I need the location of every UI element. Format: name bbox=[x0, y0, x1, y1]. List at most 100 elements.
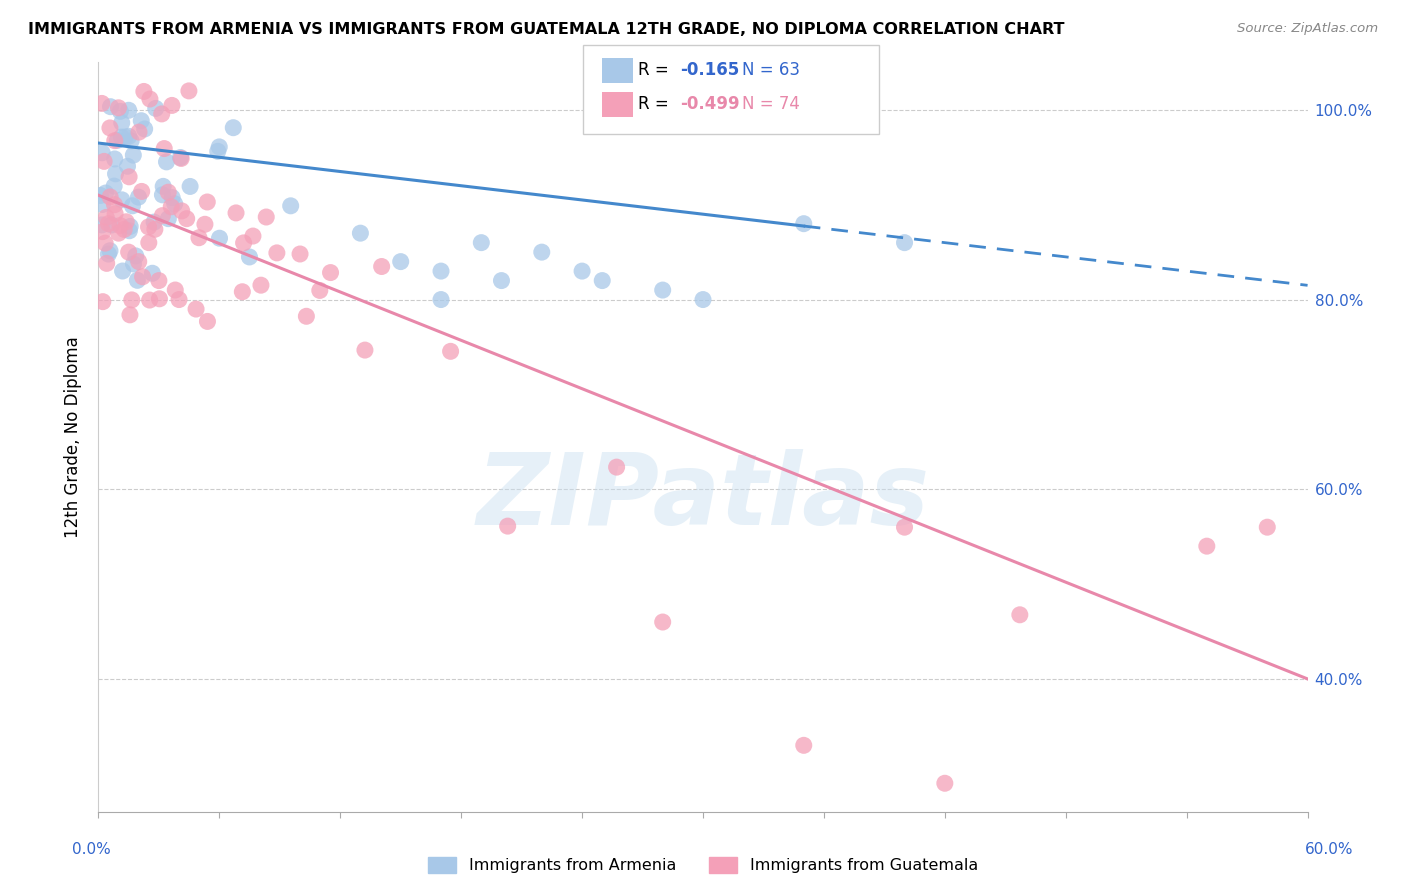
Point bbox=[118, 245, 141, 260]
Point bbox=[94, 236, 117, 251]
Point bbox=[91, 225, 114, 239]
Point bbox=[165, 283, 187, 297]
Point bbox=[150, 209, 173, 223]
Point bbox=[1256, 520, 1278, 534]
Point bbox=[96, 211, 118, 225]
Point bbox=[163, 196, 186, 211]
Point bbox=[97, 247, 120, 261]
Point bbox=[208, 231, 231, 245]
Point bbox=[127, 190, 149, 204]
Text: ZIPatlas: ZIPatlas bbox=[477, 449, 929, 546]
Point bbox=[127, 273, 149, 287]
Point bbox=[188, 231, 211, 245]
Point bbox=[207, 145, 229, 159]
Point bbox=[131, 269, 153, 284]
Point bbox=[120, 219, 142, 234]
Point bbox=[153, 142, 176, 156]
Point bbox=[184, 301, 207, 316]
Point bbox=[692, 293, 714, 307]
Point bbox=[117, 159, 139, 173]
Point bbox=[430, 264, 453, 278]
Point bbox=[110, 104, 132, 119]
Point bbox=[197, 314, 219, 328]
Point bbox=[491, 274, 513, 288]
Point bbox=[134, 122, 156, 136]
Point bbox=[145, 102, 167, 116]
Point bbox=[98, 190, 121, 204]
Point bbox=[288, 247, 311, 261]
Point bbox=[104, 207, 127, 221]
Point bbox=[91, 294, 114, 309]
Point bbox=[354, 343, 377, 357]
Text: N = 74: N = 74 bbox=[742, 95, 800, 113]
Point bbox=[591, 274, 613, 288]
Point bbox=[155, 154, 177, 169]
Point bbox=[160, 98, 183, 112]
Point bbox=[107, 133, 129, 147]
Point bbox=[254, 210, 277, 224]
Point bbox=[225, 206, 247, 220]
Point bbox=[370, 260, 392, 274]
Point bbox=[170, 203, 193, 218]
Text: -0.499: -0.499 bbox=[681, 95, 740, 113]
Point bbox=[138, 293, 160, 307]
Point bbox=[128, 254, 150, 268]
Legend: Immigrants from Armenia, Immigrants from Guatemala: Immigrants from Armenia, Immigrants from… bbox=[422, 850, 984, 880]
Point bbox=[141, 266, 163, 280]
Point bbox=[97, 217, 120, 231]
Point bbox=[295, 310, 318, 324]
Point bbox=[104, 134, 127, 148]
Text: R =: R = bbox=[638, 95, 675, 113]
Point bbox=[110, 130, 132, 145]
Point bbox=[131, 185, 153, 199]
Point bbox=[176, 211, 198, 226]
Point bbox=[651, 283, 673, 297]
Point bbox=[148, 292, 170, 306]
Point bbox=[319, 266, 342, 280]
Point bbox=[571, 264, 593, 278]
Point bbox=[111, 116, 134, 130]
Point bbox=[143, 215, 166, 229]
Point bbox=[118, 308, 141, 322]
Point bbox=[118, 129, 141, 144]
Point bbox=[195, 194, 218, 209]
Point bbox=[125, 249, 148, 263]
Point bbox=[231, 285, 253, 299]
Point bbox=[242, 229, 264, 244]
Point bbox=[170, 152, 193, 166]
Point bbox=[122, 257, 145, 271]
Point bbox=[100, 100, 122, 114]
Point bbox=[152, 179, 174, 194]
Point bbox=[232, 235, 254, 250]
Point bbox=[104, 152, 127, 166]
Point bbox=[349, 226, 371, 240]
Point bbox=[107, 101, 129, 115]
Point bbox=[90, 96, 112, 111]
Point bbox=[89, 188, 111, 202]
Point bbox=[222, 120, 245, 135]
Point bbox=[107, 226, 129, 240]
Point bbox=[111, 264, 134, 278]
Point bbox=[308, 284, 330, 298]
Point bbox=[1008, 607, 1031, 622]
Point bbox=[160, 190, 183, 204]
Point bbox=[122, 148, 145, 162]
Point bbox=[112, 222, 135, 236]
Point bbox=[138, 235, 160, 250]
Text: IMMIGRANTS FROM ARMENIA VS IMMIGRANTS FROM GUATEMALA 12TH GRADE, NO DIPLOMA CORR: IMMIGRANTS FROM ARMENIA VS IMMIGRANTS FR… bbox=[28, 22, 1064, 37]
Point bbox=[148, 274, 170, 288]
Text: R =: R = bbox=[638, 62, 675, 79]
Point bbox=[430, 293, 453, 307]
Point bbox=[208, 140, 231, 154]
Point bbox=[143, 222, 166, 236]
Point bbox=[439, 344, 461, 359]
Point bbox=[167, 293, 190, 307]
Point bbox=[104, 167, 127, 181]
Point bbox=[121, 199, 143, 213]
Point bbox=[129, 113, 152, 128]
Text: N = 63: N = 63 bbox=[742, 62, 800, 79]
Point bbox=[121, 293, 143, 307]
Y-axis label: 12th Grade, No Diploma: 12th Grade, No Diploma bbox=[65, 336, 83, 538]
Text: Source: ZipAtlas.com: Source: ZipAtlas.com bbox=[1237, 22, 1378, 36]
Point bbox=[115, 215, 138, 229]
